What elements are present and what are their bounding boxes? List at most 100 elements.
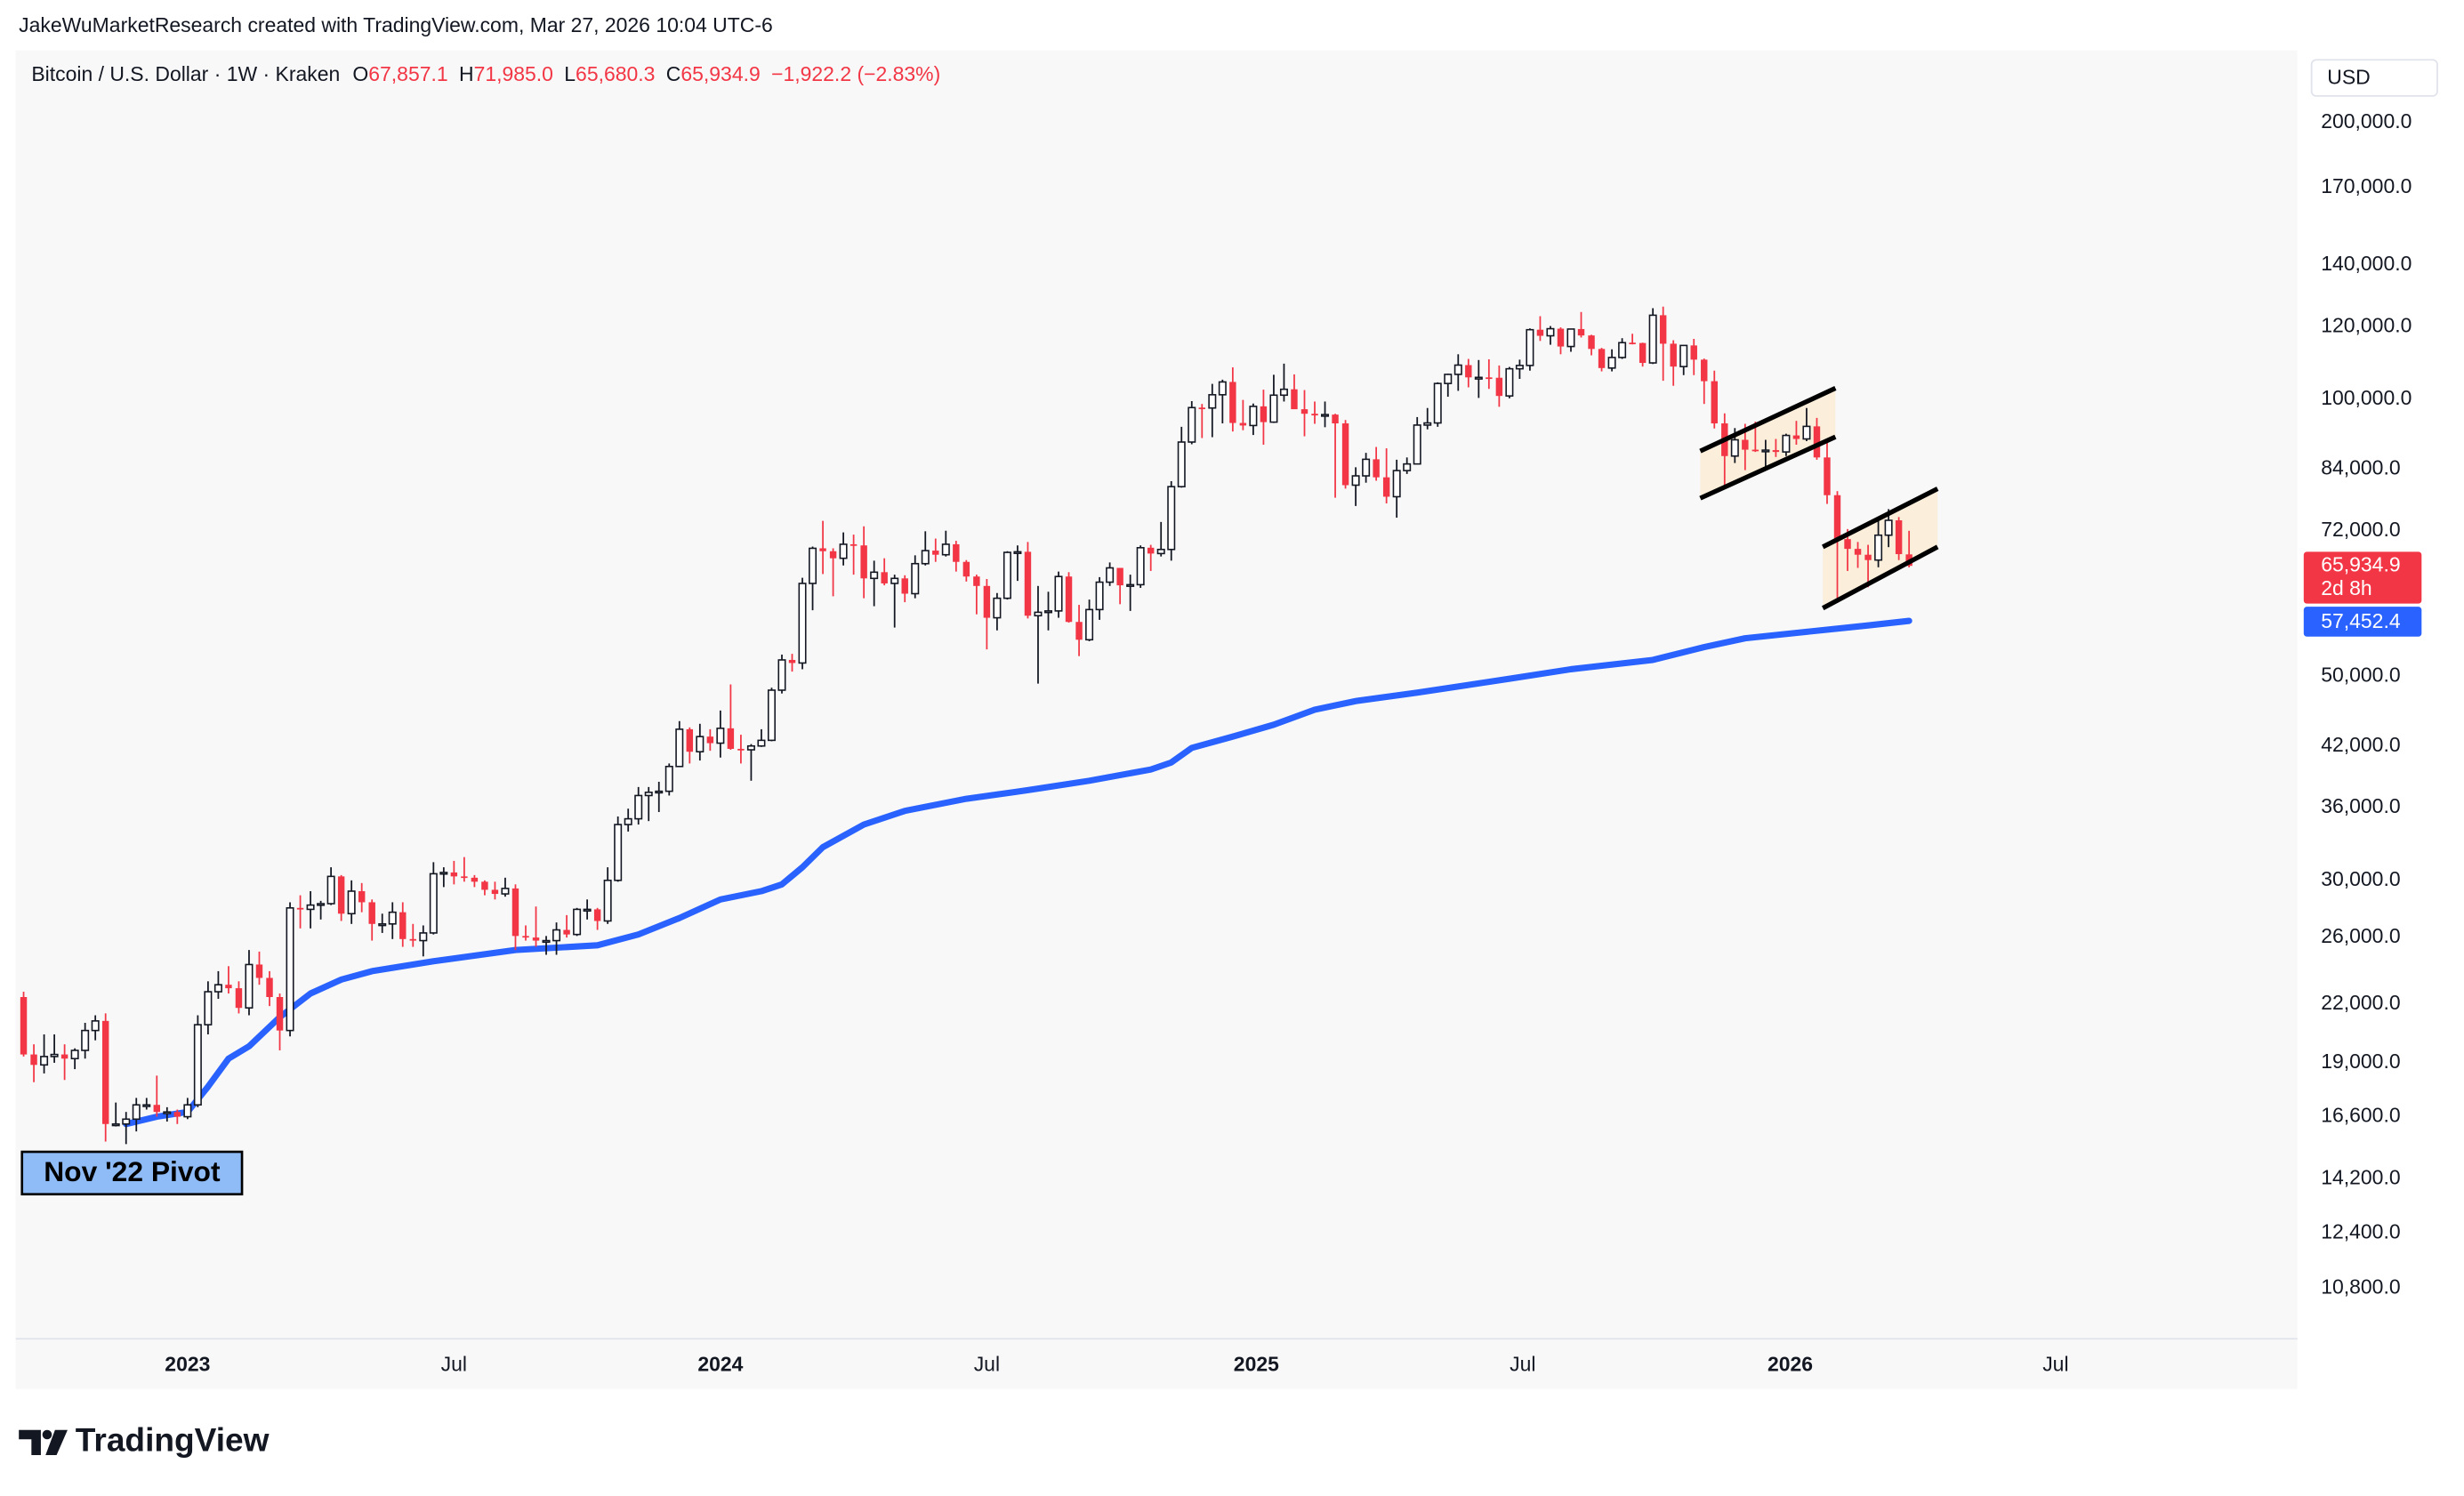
candle-body <box>1802 425 1811 440</box>
candle-body <box>306 904 315 911</box>
legend-key: L <box>564 62 576 85</box>
candle-body <box>358 890 366 903</box>
candle-body <box>953 543 960 562</box>
candle-body <box>1648 314 1657 364</box>
candle-body <box>388 911 397 925</box>
candle-body <box>1884 519 1893 536</box>
channel-line <box>1699 434 1837 501</box>
candle-body <box>1444 374 1453 384</box>
y-tick-label: 72,000.0 <box>2321 518 2400 541</box>
candle-body <box>1618 342 1627 358</box>
candle-body <box>1085 608 1094 641</box>
candle-body <box>20 997 28 1055</box>
candle-body <box>399 912 407 939</box>
candle-body <box>1403 462 1412 471</box>
candle-body <box>1229 382 1236 423</box>
candle-body <box>634 794 643 820</box>
y-tick-label: 140,000.0 <box>2321 252 2412 275</box>
candle-body <box>1054 575 1063 612</box>
x-tick-label: Jul <box>441 1352 467 1375</box>
candle-body <box>757 739 766 747</box>
candle-body <box>122 1118 131 1125</box>
candle-body <box>245 963 254 1009</box>
candle-body <box>675 728 684 768</box>
candle-body <box>1351 475 1360 487</box>
channel-line <box>1699 386 1837 454</box>
legend-change: −1,922.2 (−2.83%) <box>771 62 940 85</box>
candle-body <box>1824 457 1831 495</box>
y-tick-label: 14,200.0 <box>2321 1166 2400 1189</box>
x-tick-label: 2025 <box>1234 1352 1279 1375</box>
candle-body <box>266 977 273 998</box>
candle-body <box>1321 414 1330 417</box>
candle-body <box>1792 435 1800 439</box>
candle-body <box>1730 438 1739 457</box>
candle-body <box>429 873 438 934</box>
candle-body <box>839 543 848 559</box>
candle-body <box>1690 345 1697 360</box>
candle-body <box>501 888 510 895</box>
candle-body <box>664 765 673 792</box>
y-tick-label: 200,000.0 <box>2321 109 2412 133</box>
candle-body <box>1136 547 1145 586</box>
legend-value: 65,934.9 <box>680 62 760 85</box>
candle-body <box>204 991 213 1025</box>
candle-body <box>1116 567 1123 586</box>
candle-body <box>1423 422 1432 426</box>
candle-body <box>716 728 725 744</box>
candle-body <box>1311 414 1318 416</box>
candle-body <box>317 903 326 906</box>
candle-body <box>1177 441 1186 487</box>
candle-body <box>1588 335 1595 350</box>
candle-body <box>1607 357 1616 369</box>
candle-body <box>727 728 735 749</box>
candle-body <box>921 550 930 565</box>
candle-body <box>1198 407 1206 410</box>
candle-body <box>1526 328 1534 366</box>
candle-body <box>1024 551 1032 616</box>
candle-body <box>655 790 664 794</box>
candle-body <box>1332 414 1339 424</box>
candle-body <box>1065 576 1073 623</box>
last-price-box <box>2303 551 2422 604</box>
channel-fill <box>1700 388 1836 499</box>
candle-body <box>901 578 908 594</box>
candle-body <box>890 577 899 584</box>
candle-body <box>70 1050 79 1060</box>
candle-body <box>1218 381 1227 396</box>
candle-body <box>511 888 519 937</box>
candle-body <box>1043 610 1053 614</box>
candle-body <box>583 908 592 912</box>
candle-body <box>225 985 232 989</box>
candle-body <box>1034 611 1043 617</box>
candle-body <box>1341 423 1349 486</box>
candle-body <box>1291 389 1298 410</box>
x-tick-label: Jul <box>2042 1352 2068 1375</box>
candle-body <box>911 562 920 595</box>
candle-body <box>1598 349 1606 368</box>
candle-body <box>819 548 826 551</box>
candle-body <box>378 923 387 927</box>
x-tick-label: Jul <box>974 1352 1000 1375</box>
candle-body <box>1465 365 1472 378</box>
candle-body <box>644 792 653 797</box>
legend-key: H <box>459 62 474 85</box>
legend-key: C <box>666 62 681 85</box>
candle-body <box>1742 439 1749 450</box>
candle-body <box>1854 549 1862 555</box>
candle-body <box>1095 581 1104 611</box>
candle-body <box>368 902 375 924</box>
candle-body <box>1864 554 1872 560</box>
candle-body <box>593 909 601 921</box>
brand: TradingView <box>76 1421 270 1459</box>
y-tick-label: 10,800.0 <box>2321 1275 2400 1299</box>
annotation: Nov '22 Pivot <box>44 1155 221 1187</box>
y-tick-label: 120,000.0 <box>2321 313 2412 336</box>
candle-body <box>1433 382 1442 424</box>
candle-body <box>111 1122 120 1127</box>
candle-body <box>60 1054 68 1059</box>
candle-body <box>552 929 561 942</box>
candle-body <box>1486 377 1493 380</box>
x-tick-label: Jul <box>1510 1352 1535 1375</box>
